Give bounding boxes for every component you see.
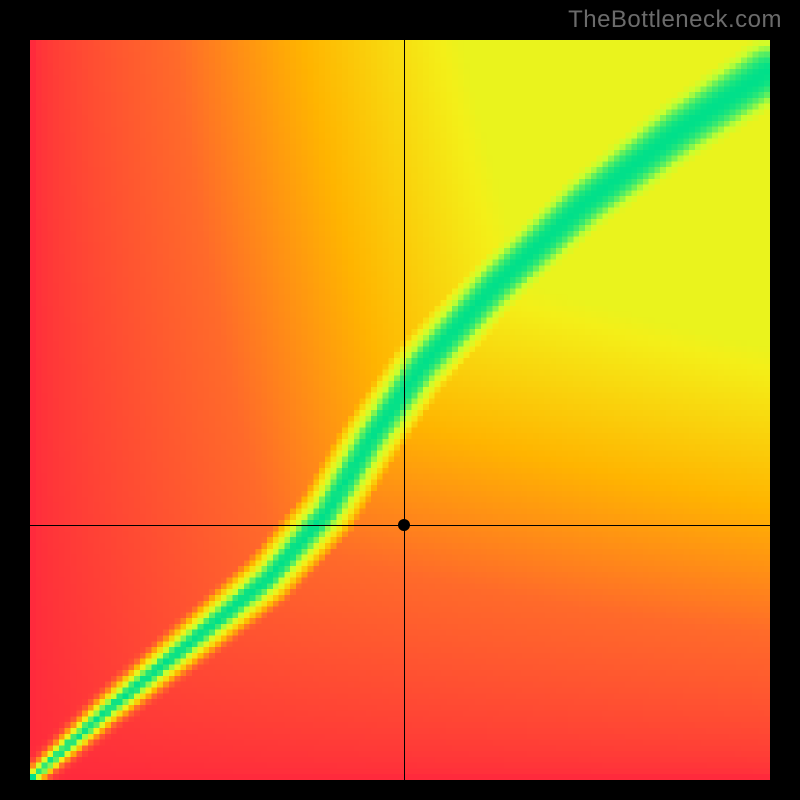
marker-dot <box>398 519 410 531</box>
heatmap-canvas <box>30 40 770 780</box>
crosshair-vertical <box>404 40 405 780</box>
heatmap-plot <box>30 40 770 780</box>
watermark-text: TheBottleneck.com <box>568 6 782 34</box>
